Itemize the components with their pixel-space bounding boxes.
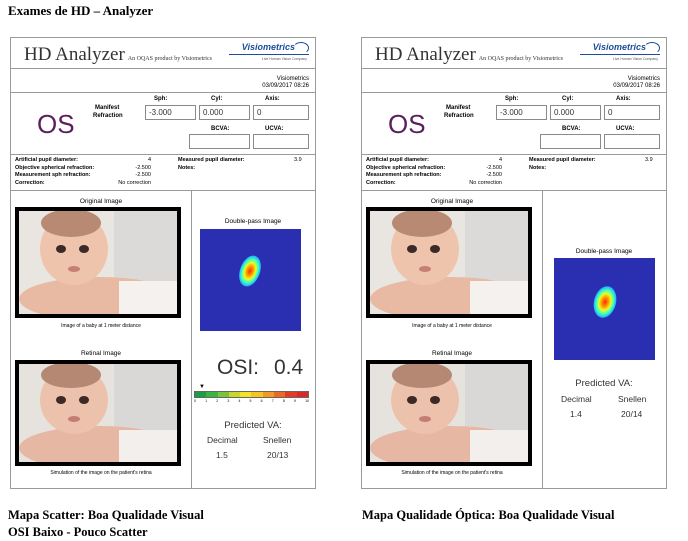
eye-label: OS — [37, 109, 75, 139]
sph-label: Sph: — [154, 96, 168, 102]
snellen-label: Snellen — [263, 435, 292, 445]
left-caption: Mapa Scatter: Boa Qualidade Visual OSI B… — [8, 508, 204, 539]
osi-value: 0.4 — [274, 356, 304, 379]
bcva-field[interactable] — [540, 134, 601, 149]
ucva-label: UCVA: — [616, 126, 635, 132]
axis-field[interactable]: 0 — [604, 105, 660, 120]
original-image — [366, 207, 532, 318]
bcva-label: BCVA: — [211, 126, 230, 132]
report-left: HD Analyzer An OQAS product by Visiometri… — [10, 37, 316, 489]
original-image-caption: Image of a baby at 1 meter distance — [412, 323, 492, 329]
datetime: 03/09/2017 08:26 — [613, 83, 660, 89]
visiometrics-logo: Visiometrics Live Human Vision Company — [223, 42, 309, 64]
operator: Visiometrics — [627, 76, 660, 82]
predicted-va-label: Predicted VA: — [575, 378, 633, 389]
sph-field[interactable]: -3.000 — [496, 105, 547, 120]
axis-label: Axis: — [265, 96, 280, 102]
original-image-title: Original Image — [79, 198, 123, 205]
operator: Visiometrics — [276, 76, 309, 82]
measured-pupil-value: 3.9 — [294, 157, 302, 163]
refraction-label: Refraction — [444, 113, 474, 119]
measured-pupil-label: Measured pupil diameter: — [178, 157, 245, 163]
double-pass-map — [200, 229, 301, 331]
double-pass-title: Double-pass Image — [575, 248, 633, 255]
sph-label: Sph: — [505, 96, 519, 102]
decimal-label: Decimal — [207, 435, 238, 445]
snellen-label: Snellen — [618, 394, 647, 404]
baby-photo-retinal — [370, 364, 528, 462]
report-title: HD Analyzer An OQAS product by Visiometri… — [375, 44, 563, 65]
right-caption: Mapa Qualidade Óptica: Boa Qualidade Vis… — [362, 508, 615, 522]
manifest-label: Manifest — [95, 105, 120, 111]
double-pass-map — [554, 258, 655, 360]
ucva-field[interactable] — [253, 134, 309, 149]
decimal-value: 1.5 — [216, 450, 228, 460]
osi-label: OSI: — [217, 356, 260, 379]
decimal-value: 1.4 — [570, 409, 582, 419]
cyl-label: Cyl: — [562, 96, 574, 102]
retinal-image-caption: Simulation of the image on the patient's… — [401, 470, 503, 476]
osi-scale-ticks: 0 1 2 3 4 5 6 7 8 9 10 — [194, 399, 309, 403]
cyl-field[interactable]: 0.000 — [550, 105, 601, 120]
axis-field[interactable]: 0 — [253, 105, 309, 120]
measured-pupil-value: 3.9 — [645, 157, 653, 163]
osi-marker-icon: ▼ — [199, 384, 205, 390]
baby-photo — [19, 211, 177, 314]
decimal-label: Decimal — [561, 394, 592, 404]
ucva-label: UCVA: — [265, 126, 284, 132]
measurement-params: Artificial pupil diameter: 4 Objective sp… — [15, 157, 151, 186]
axis-label: Axis: — [616, 96, 631, 102]
bcva-field[interactable] — [189, 134, 250, 149]
sph-field[interactable]: -3.000 — [145, 105, 196, 120]
ucva-field[interactable] — [604, 134, 660, 149]
retinal-image-caption: Simulation of the image on the patient's… — [50, 470, 152, 476]
double-pass-title: Double-pass Image — [224, 218, 282, 225]
snellen-value: 20/14 — [621, 409, 643, 419]
report-title: HD Analyzer An OQAS product by Visiometri… — [24, 44, 212, 65]
manifest-label: Manifest — [446, 105, 471, 111]
original-image-caption: Image of a baby at 1 meter distance — [61, 323, 141, 329]
document-title: Exames de HD – Analyzer — [8, 3, 154, 18]
osi-scale — [194, 391, 309, 398]
original-image-title: Original Image — [430, 198, 474, 205]
eye-label: OS — [388, 109, 426, 139]
measured-pupil-label: Measured pupil diameter: — [529, 157, 596, 163]
snellen-value: 20/13 — [267, 450, 289, 460]
original-image — [15, 207, 181, 318]
notes-label: Notes: — [178, 165, 196, 171]
baby-photo — [370, 211, 528, 314]
measurement-params: Artificial pupil diameter: 4 Objective sp… — [366, 157, 502, 186]
predicted-va-label: Predicted VA: — [224, 420, 282, 431]
cyl-label: Cyl: — [211, 96, 223, 102]
report-right: HD Analyzer An OQAS product by Visiometri… — [361, 37, 667, 489]
bcva-label: BCVA: — [562, 126, 581, 132]
baby-photo-retinal — [19, 364, 177, 462]
retinal-image-title: Retinal Image — [431, 350, 473, 357]
cyl-field[interactable]: 0.000 — [199, 105, 250, 120]
retinal-image — [366, 360, 532, 466]
retinal-image — [15, 360, 181, 466]
visiometrics-logo: Visiometrics Live Human Vision Company — [574, 42, 660, 64]
refraction-label: Refraction — [93, 113, 123, 119]
datetime: 03/09/2017 08:26 — [262, 83, 309, 89]
notes-label: Notes: — [529, 165, 547, 171]
retinal-image-title: Retinal Image — [80, 350, 122, 357]
